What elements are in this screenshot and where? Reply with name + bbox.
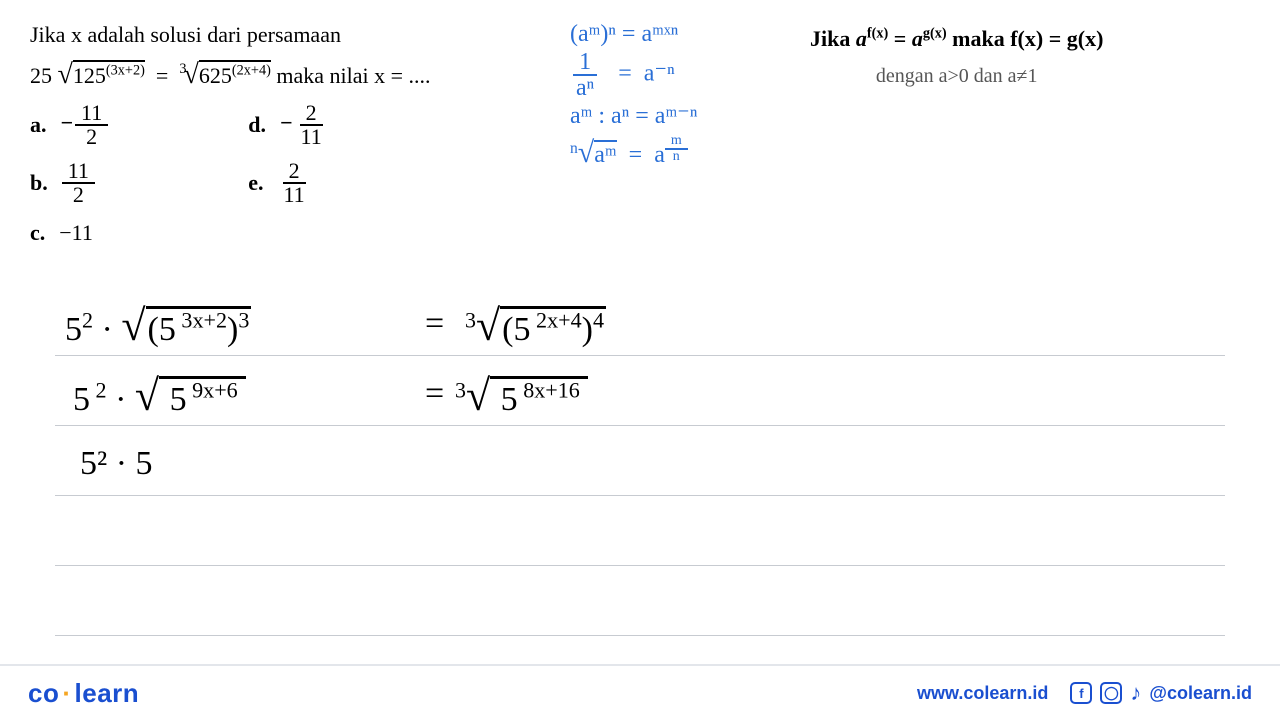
answer-options: a. −112 b. 112 c. −11 d. −211 bbox=[30, 102, 590, 249]
work-line1-lhs: 52 · √(5 3x+2)3 bbox=[65, 300, 251, 351]
facebook-icon: f bbox=[1070, 682, 1092, 704]
option-b: b. 112 bbox=[30, 160, 108, 206]
rule-root: n√aᵐ = amn bbox=[570, 133, 697, 174]
tiktok-icon: ♪ bbox=[1130, 680, 1141, 706]
work-line3: 5² · 5 bbox=[80, 445, 153, 483]
option-c: c. −11 bbox=[30, 218, 108, 249]
instagram-icon: ◯ bbox=[1100, 682, 1122, 704]
problem-line1: Jika x adalah solusi dari persamaan bbox=[30, 20, 590, 51]
option-e: e. 211 bbox=[248, 160, 327, 206]
problem-equation: 25 √125(3x+2) = 3√625(2x+4) maka nilai x… bbox=[30, 55, 590, 94]
work-line1-eq: = bbox=[425, 305, 444, 343]
equality-rule: Jika af(x) = ag(x) maka f(x) = g(x) deng… bbox=[810, 22, 1103, 91]
work-line2-eq: = bbox=[425, 375, 444, 413]
work-line2-rhs: 3√ 5 8x+16 bbox=[455, 370, 588, 421]
rule-division: aᵐ : aⁿ = aᵐ⁻ⁿ bbox=[570, 100, 697, 132]
footer: co·learn www.colearn.id f ◯ ♪ @colearn.i… bbox=[0, 664, 1280, 720]
social-handle: @colearn.id bbox=[1149, 683, 1252, 704]
footer-url: www.colearn.id bbox=[917, 683, 1048, 704]
equality-rule-condition: dengan a>0 dan a≠1 bbox=[810, 61, 1103, 91]
option-d: d. −211 bbox=[248, 102, 327, 148]
brand-logo: co·learn bbox=[28, 678, 139, 709]
problem-block: Jika x adalah solusi dari persamaan 25 √… bbox=[30, 20, 590, 249]
rule-reciprocal: 1aⁿ = a⁻ⁿ bbox=[570, 50, 697, 100]
work-line2-lhs: 5 2 · √ 5 9x+6 bbox=[73, 370, 246, 421]
rule-power: (aᵐ)ⁿ = aᵐˣⁿ bbox=[570, 18, 697, 50]
option-a: a. −112 bbox=[30, 102, 108, 148]
exponent-rules-blue: (aᵐ)ⁿ = aᵐˣⁿ 1aⁿ = a⁻ⁿ aᵐ : aⁿ = aᵐ⁻ⁿ n√… bbox=[570, 18, 697, 173]
work-line1-rhs: 3√(5 2x+4)4 bbox=[465, 300, 606, 351]
social-icons: f ◯ ♪ @colearn.id bbox=[1070, 680, 1252, 706]
